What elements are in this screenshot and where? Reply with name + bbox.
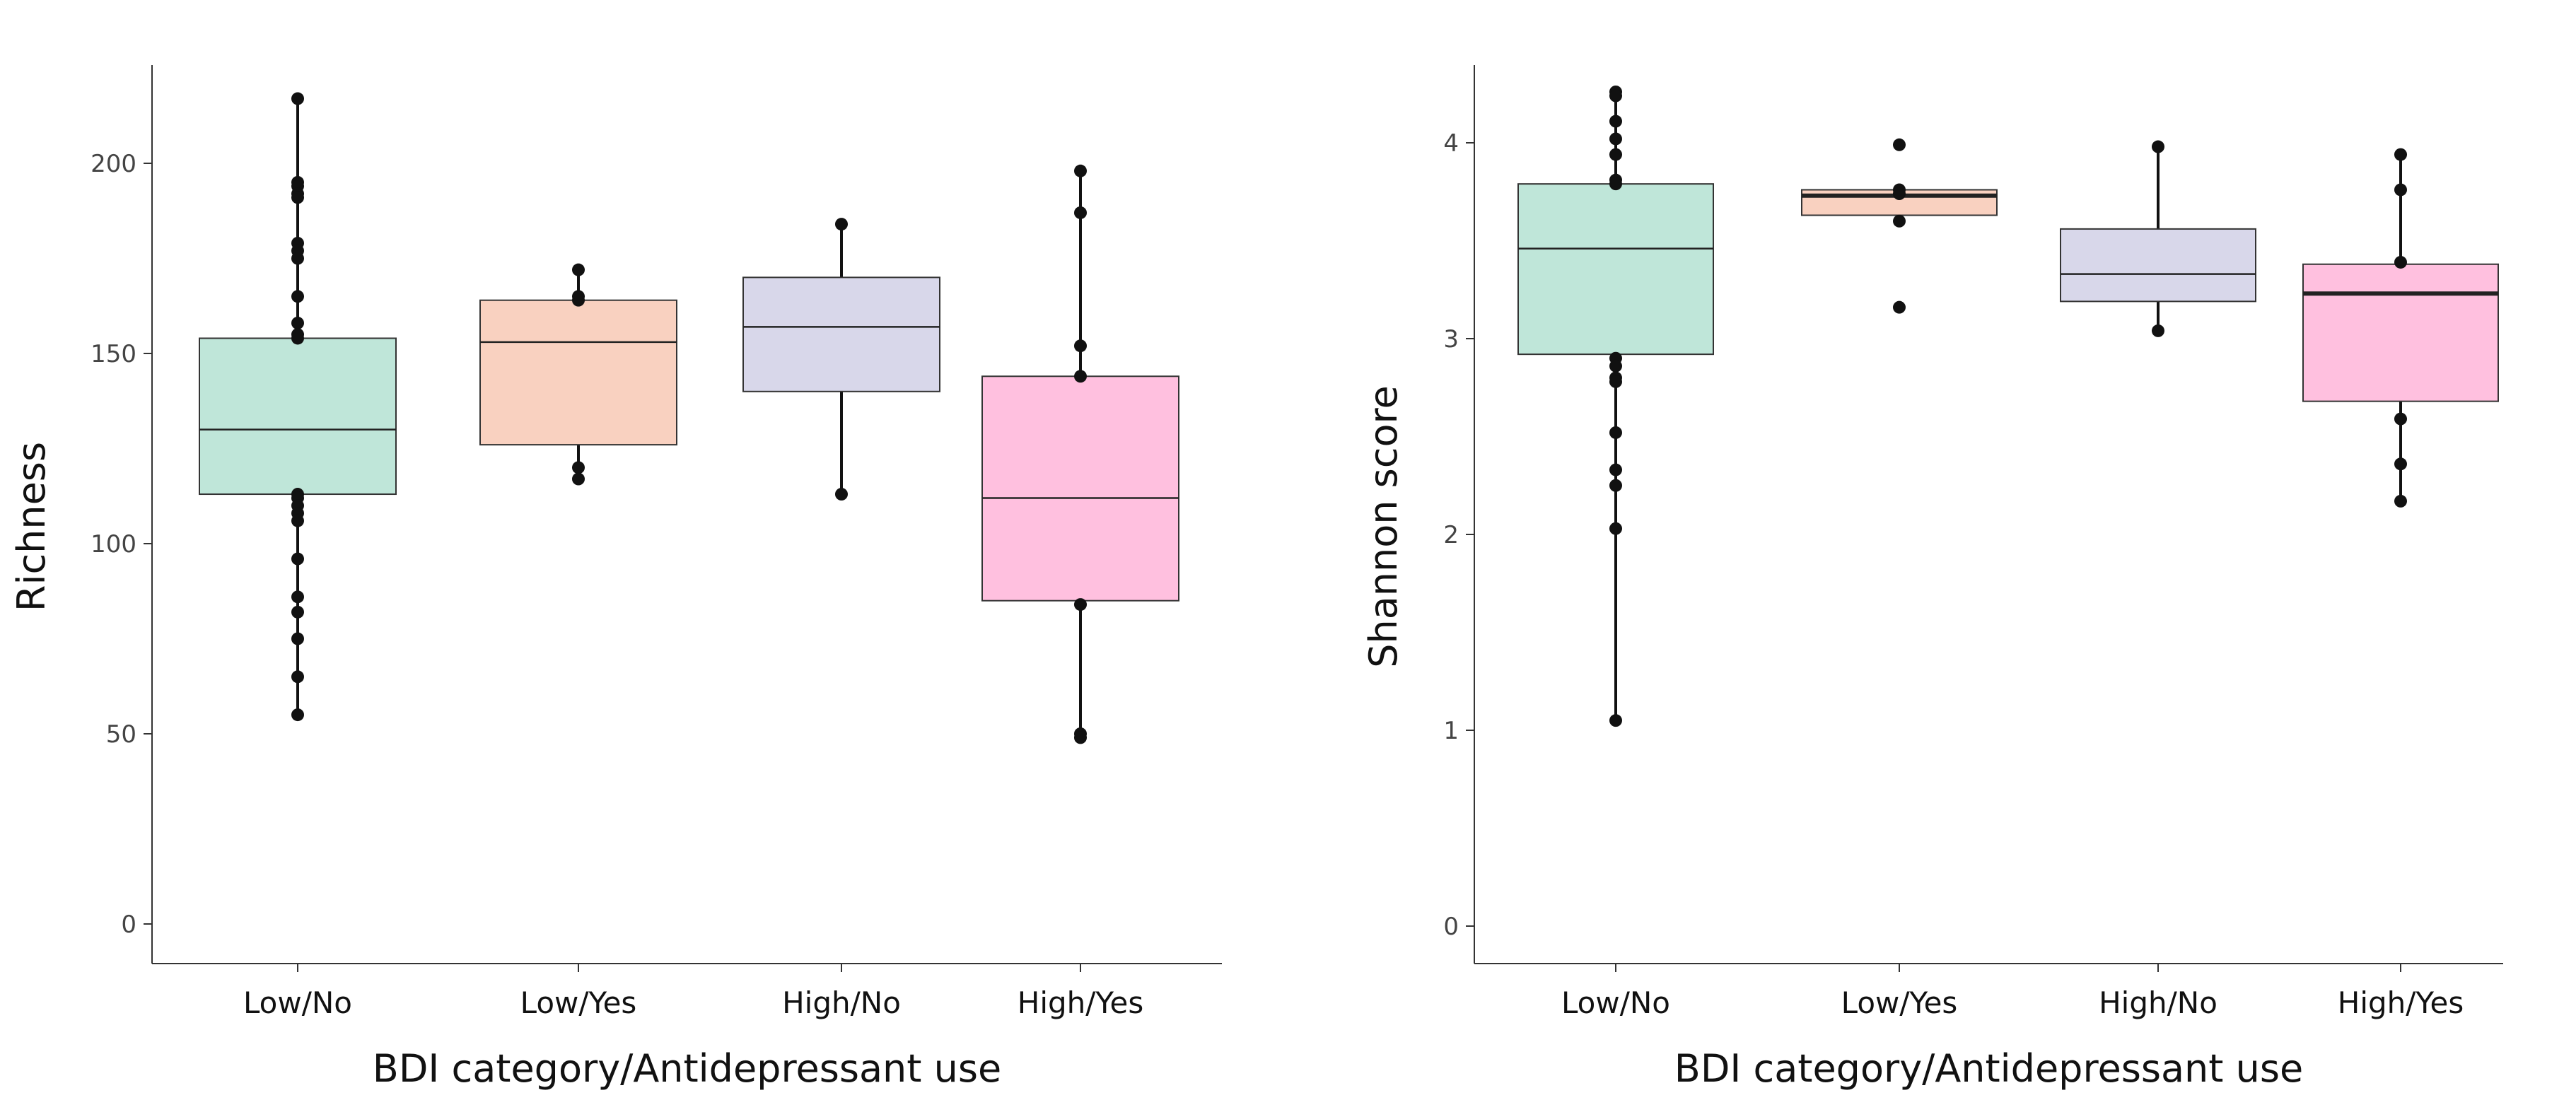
x-tick-label: High/Yes — [2338, 985, 2464, 1020]
box-high-yes — [981, 164, 1179, 744]
data-point — [1609, 522, 1622, 535]
data-point — [835, 218, 848, 231]
data-point — [291, 514, 304, 527]
data-point — [291, 605, 304, 619]
data-point — [2394, 457, 2407, 471]
box-rect — [1517, 183, 1714, 356]
data-point — [1074, 339, 1087, 353]
data-point — [1074, 731, 1087, 744]
box-low-yes — [1801, 138, 1998, 314]
data-point — [572, 472, 585, 486]
data-point — [1609, 479, 1622, 492]
y-tick-label: 200 — [91, 150, 136, 178]
data-point — [1893, 300, 1906, 314]
data-point — [1893, 138, 1906, 151]
box-low-yes — [479, 263, 677, 486]
box-rect — [742, 276, 940, 392]
data-point — [2394, 412, 2407, 426]
box-rect — [2302, 263, 2499, 402]
data-point — [1609, 177, 1622, 191]
data-point — [2394, 148, 2407, 161]
data-point — [291, 290, 304, 303]
data-point — [572, 263, 585, 276]
data-point — [291, 552, 304, 566]
data-point — [291, 252, 304, 265]
data-point — [291, 316, 304, 329]
x-tick-label: Low/Yes — [520, 985, 637, 1020]
box-low-no — [1517, 85, 1714, 727]
data-point — [835, 488, 848, 501]
data-point — [2152, 140, 2164, 153]
box-high-no — [742, 218, 940, 501]
y-tick-label: 4 — [1443, 129, 1459, 158]
data-point — [1074, 370, 1087, 383]
data-point — [1609, 426, 1622, 439]
data-point — [291, 332, 304, 345]
data-point — [291, 92, 304, 105]
data-point — [1609, 115, 1622, 128]
y-tick-label: 2 — [1443, 521, 1459, 549]
x-tick-label: Low/Yes — [1841, 985, 1958, 1020]
data-point — [291, 670, 304, 684]
data-point — [1609, 463, 1622, 476]
y-tick-label: 50 — [106, 720, 136, 749]
x-axis-title: BDI category/Antidepressant use — [1674, 1046, 2303, 1091]
data-point — [1609, 148, 1622, 161]
box-rect — [479, 299, 677, 446]
box-rect — [199, 337, 397, 496]
box-low-no — [199, 92, 397, 722]
data-point — [1074, 206, 1087, 219]
data-point — [2394, 494, 2407, 508]
y-tick-label: 150 — [91, 340, 136, 368]
data-point — [1609, 714, 1622, 727]
data-point — [1074, 598, 1087, 612]
x-tick-label: Low/No — [1561, 985, 1670, 1020]
data-point — [1609, 89, 1622, 103]
y-axis-title: Shannon score — [1361, 385, 1406, 668]
box-rect — [2060, 228, 2256, 303]
y-tick-label: 100 — [91, 530, 136, 558]
y-tick-label: 0 — [1443, 913, 1459, 941]
data-point — [291, 632, 304, 645]
box-high-no — [2060, 140, 2256, 337]
data-point — [1609, 375, 1622, 388]
data-point — [572, 461, 585, 474]
data-point — [1893, 214, 1906, 228]
shannon-boxplot-panel: 0 1 2 3 4 Low/No Low/Yes High/No High/Yes BDI cat… — [1361, 65, 2503, 1091]
box-high-yes — [2302, 148, 2499, 508]
data-point — [1893, 187, 1906, 201]
data-point — [291, 590, 304, 604]
richness-boxplot-panel: 0 50 100 150 200 Low/No Low/Yes High/No High/Yes… — [9, 65, 1222, 1091]
data-point — [291, 708, 304, 722]
y-axis-title: Richness — [9, 442, 54, 612]
data-point — [1074, 164, 1087, 177]
x-axis-title: BDI category/Antidepressant use — [373, 1046, 1001, 1091]
x-tick-label: High/No — [2099, 985, 2217, 1020]
data-point — [1609, 359, 1622, 373]
x-tick-label: High/Yes — [1018, 985, 1143, 1020]
data-point — [2394, 183, 2407, 197]
y-tick-label: 1 — [1443, 717, 1459, 745]
data-point — [572, 293, 585, 307]
x-tick-label: High/No — [782, 985, 901, 1020]
data-point — [2152, 324, 2164, 337]
x-tick-label: Low/No — [243, 985, 352, 1020]
data-point — [2394, 255, 2407, 269]
y-tick-label: 3 — [1443, 325, 1459, 353]
data-point — [291, 191, 304, 204]
y-tick-label: 0 — [121, 911, 136, 939]
box-rect — [981, 375, 1179, 602]
data-point — [1609, 132, 1622, 146]
